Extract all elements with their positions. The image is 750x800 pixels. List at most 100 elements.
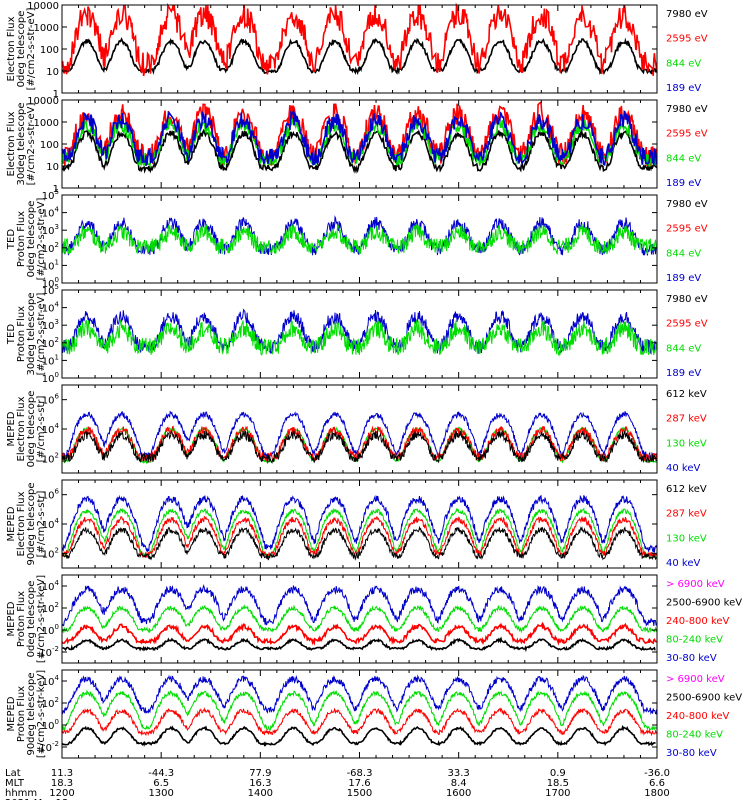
legend-entry: 844 eV [666, 153, 701, 164]
series-8-4 [61, 724, 656, 747]
footer-cell: 1700 [545, 788, 570, 799]
footer-cell: 11.3 [51, 768, 73, 779]
legend-entry: 2595 eV [666, 129, 708, 140]
legend-entry: 2595 eV [666, 224, 708, 235]
footer-cell: 18.5 [547, 778, 569, 789]
legend-entry: 30-80 keV [666, 748, 717, 759]
legend-entry: > 6900 keV [666, 674, 725, 685]
legend-entry: 189 eV [666, 368, 701, 379]
y-tick-label: 100 [40, 140, 59, 151]
series-5-4 [61, 429, 658, 464]
legend-entry: 189 eV [666, 273, 701, 284]
legend-entry: 240-800 keV [666, 711, 730, 722]
legend-entry: > 6900 keV [666, 579, 725, 590]
trace [61, 494, 658, 553]
footer-cell: 16.3 [249, 778, 271, 789]
legend-entry: 80-240 keV [666, 730, 723, 741]
panel-1: 1 10 100 1000 10000 Electron Flux 0deg telesco… [6, 1, 708, 100]
y-axis-label: [#/cm2-s-str] [36, 395, 47, 462]
date-label: 2021 Mar 13 [5, 798, 68, 800]
y-tick-label: 10 [46, 67, 59, 78]
series-7-1 [61, 584, 658, 627]
legend-entry: 612 keV [666, 484, 707, 495]
y-axis-label: Electron Flux [6, 111, 17, 176]
y-tick-label: 1 [53, 184, 59, 195]
trace [61, 707, 658, 737]
series-6-3 [61, 515, 658, 559]
y-axis-label: 30deg telescope [26, 292, 37, 375]
trace [61, 525, 657, 561]
series-1-1 [62, 37, 658, 76]
trace [61, 724, 656, 747]
y-axis-label: MEPED [6, 411, 17, 446]
y-axis-label: 90deg telescope [26, 482, 37, 565]
series-1-2 [61, 2, 658, 77]
y-axis-label: Proton Flux [16, 306, 27, 362]
plot-frame [61, 194, 658, 284]
y-axis-label: 0deg telescope [16, 11, 27, 88]
y-axis-label: [#/cm2-s-str-eV] [36, 198, 47, 281]
trace [61, 128, 658, 174]
legend-entry: 80-240 keV [666, 635, 723, 646]
y-axis-label: MEPED [6, 696, 17, 731]
series-6-1 [61, 494, 658, 553]
legend-entry: 7980 eV [666, 294, 708, 305]
y-axis-label: Proton Flux [16, 591, 27, 647]
series-7-4 [62, 636, 656, 653]
footer-row-label: hhmm [5, 788, 37, 799]
y-axis-label: [#/cm2-s-str-eV] [26, 103, 37, 186]
legend-entry: 844 eV [666, 58, 701, 69]
trace [61, 515, 658, 559]
series-5-1 [61, 410, 658, 460]
legend-entry: 40 keV [666, 463, 700, 474]
trace [61, 410, 658, 460]
footer-row-label: Lat [5, 768, 21, 779]
panel-2: 1 10 100 1000 10000 Electron Flux 30deg telesc… [6, 96, 708, 195]
trace [62, 37, 658, 76]
plot-frame [61, 4, 658, 94]
legend-entry: 2595 eV [666, 319, 708, 330]
series-8-2 [61, 689, 657, 731]
trace [61, 109, 658, 167]
footer-cell: 8.4 [451, 778, 467, 789]
y-axis-label: [#/cm2-s-str] [36, 490, 47, 557]
legend-entry: 7980 eV [666, 9, 708, 20]
y-axis-label: TED [6, 229, 17, 250]
legend-entry: 7980 eV [666, 199, 708, 210]
trace [61, 689, 657, 731]
footer-cell: 1600 [446, 788, 471, 799]
y-axis-label: [#/cm2-s-str-keV] [36, 670, 47, 758]
footer-row-label: MLT [5, 778, 25, 789]
series-6-4 [61, 525, 657, 561]
legend-entry: 7980 eV [666, 104, 708, 115]
footer-cell: 1800 [644, 788, 669, 799]
y-axis-label: 30deg telescope [16, 102, 27, 185]
footer-cell: 1200 [49, 788, 74, 799]
footer-cell: 77.9 [249, 768, 271, 779]
y-tick-label: 100 [40, 45, 59, 56]
footer-cell: 1500 [347, 788, 372, 799]
legend-entry: 130 keV [666, 438, 707, 449]
y-axis-label: 90deg telescope [26, 672, 37, 755]
footer-cell: 1400 [248, 788, 273, 799]
y-axis-label: 0deg telescope [26, 201, 37, 278]
plot-frame [61, 289, 658, 379]
footer-cell: 17.6 [348, 778, 370, 789]
trace [62, 507, 658, 559]
y-tick-label: 1000 [34, 23, 59, 34]
y-axis-label: TED [6, 324, 17, 345]
legend-entry: 189 eV [666, 178, 701, 189]
series-4-4 [61, 319, 658, 358]
footer-cell: -36.0 [644, 768, 670, 779]
y-axis-label: Electron Flux [16, 396, 27, 461]
y-tick-label: 10000 [27, 1, 59, 12]
legend-entry: 287 keV [666, 414, 707, 425]
y-axis-label: Electron Flux [16, 491, 27, 556]
series-3-4 [61, 223, 657, 255]
y-axis-label: [#/cm2-s-str-eV] [36, 293, 47, 376]
series-2-4 [61, 109, 658, 167]
